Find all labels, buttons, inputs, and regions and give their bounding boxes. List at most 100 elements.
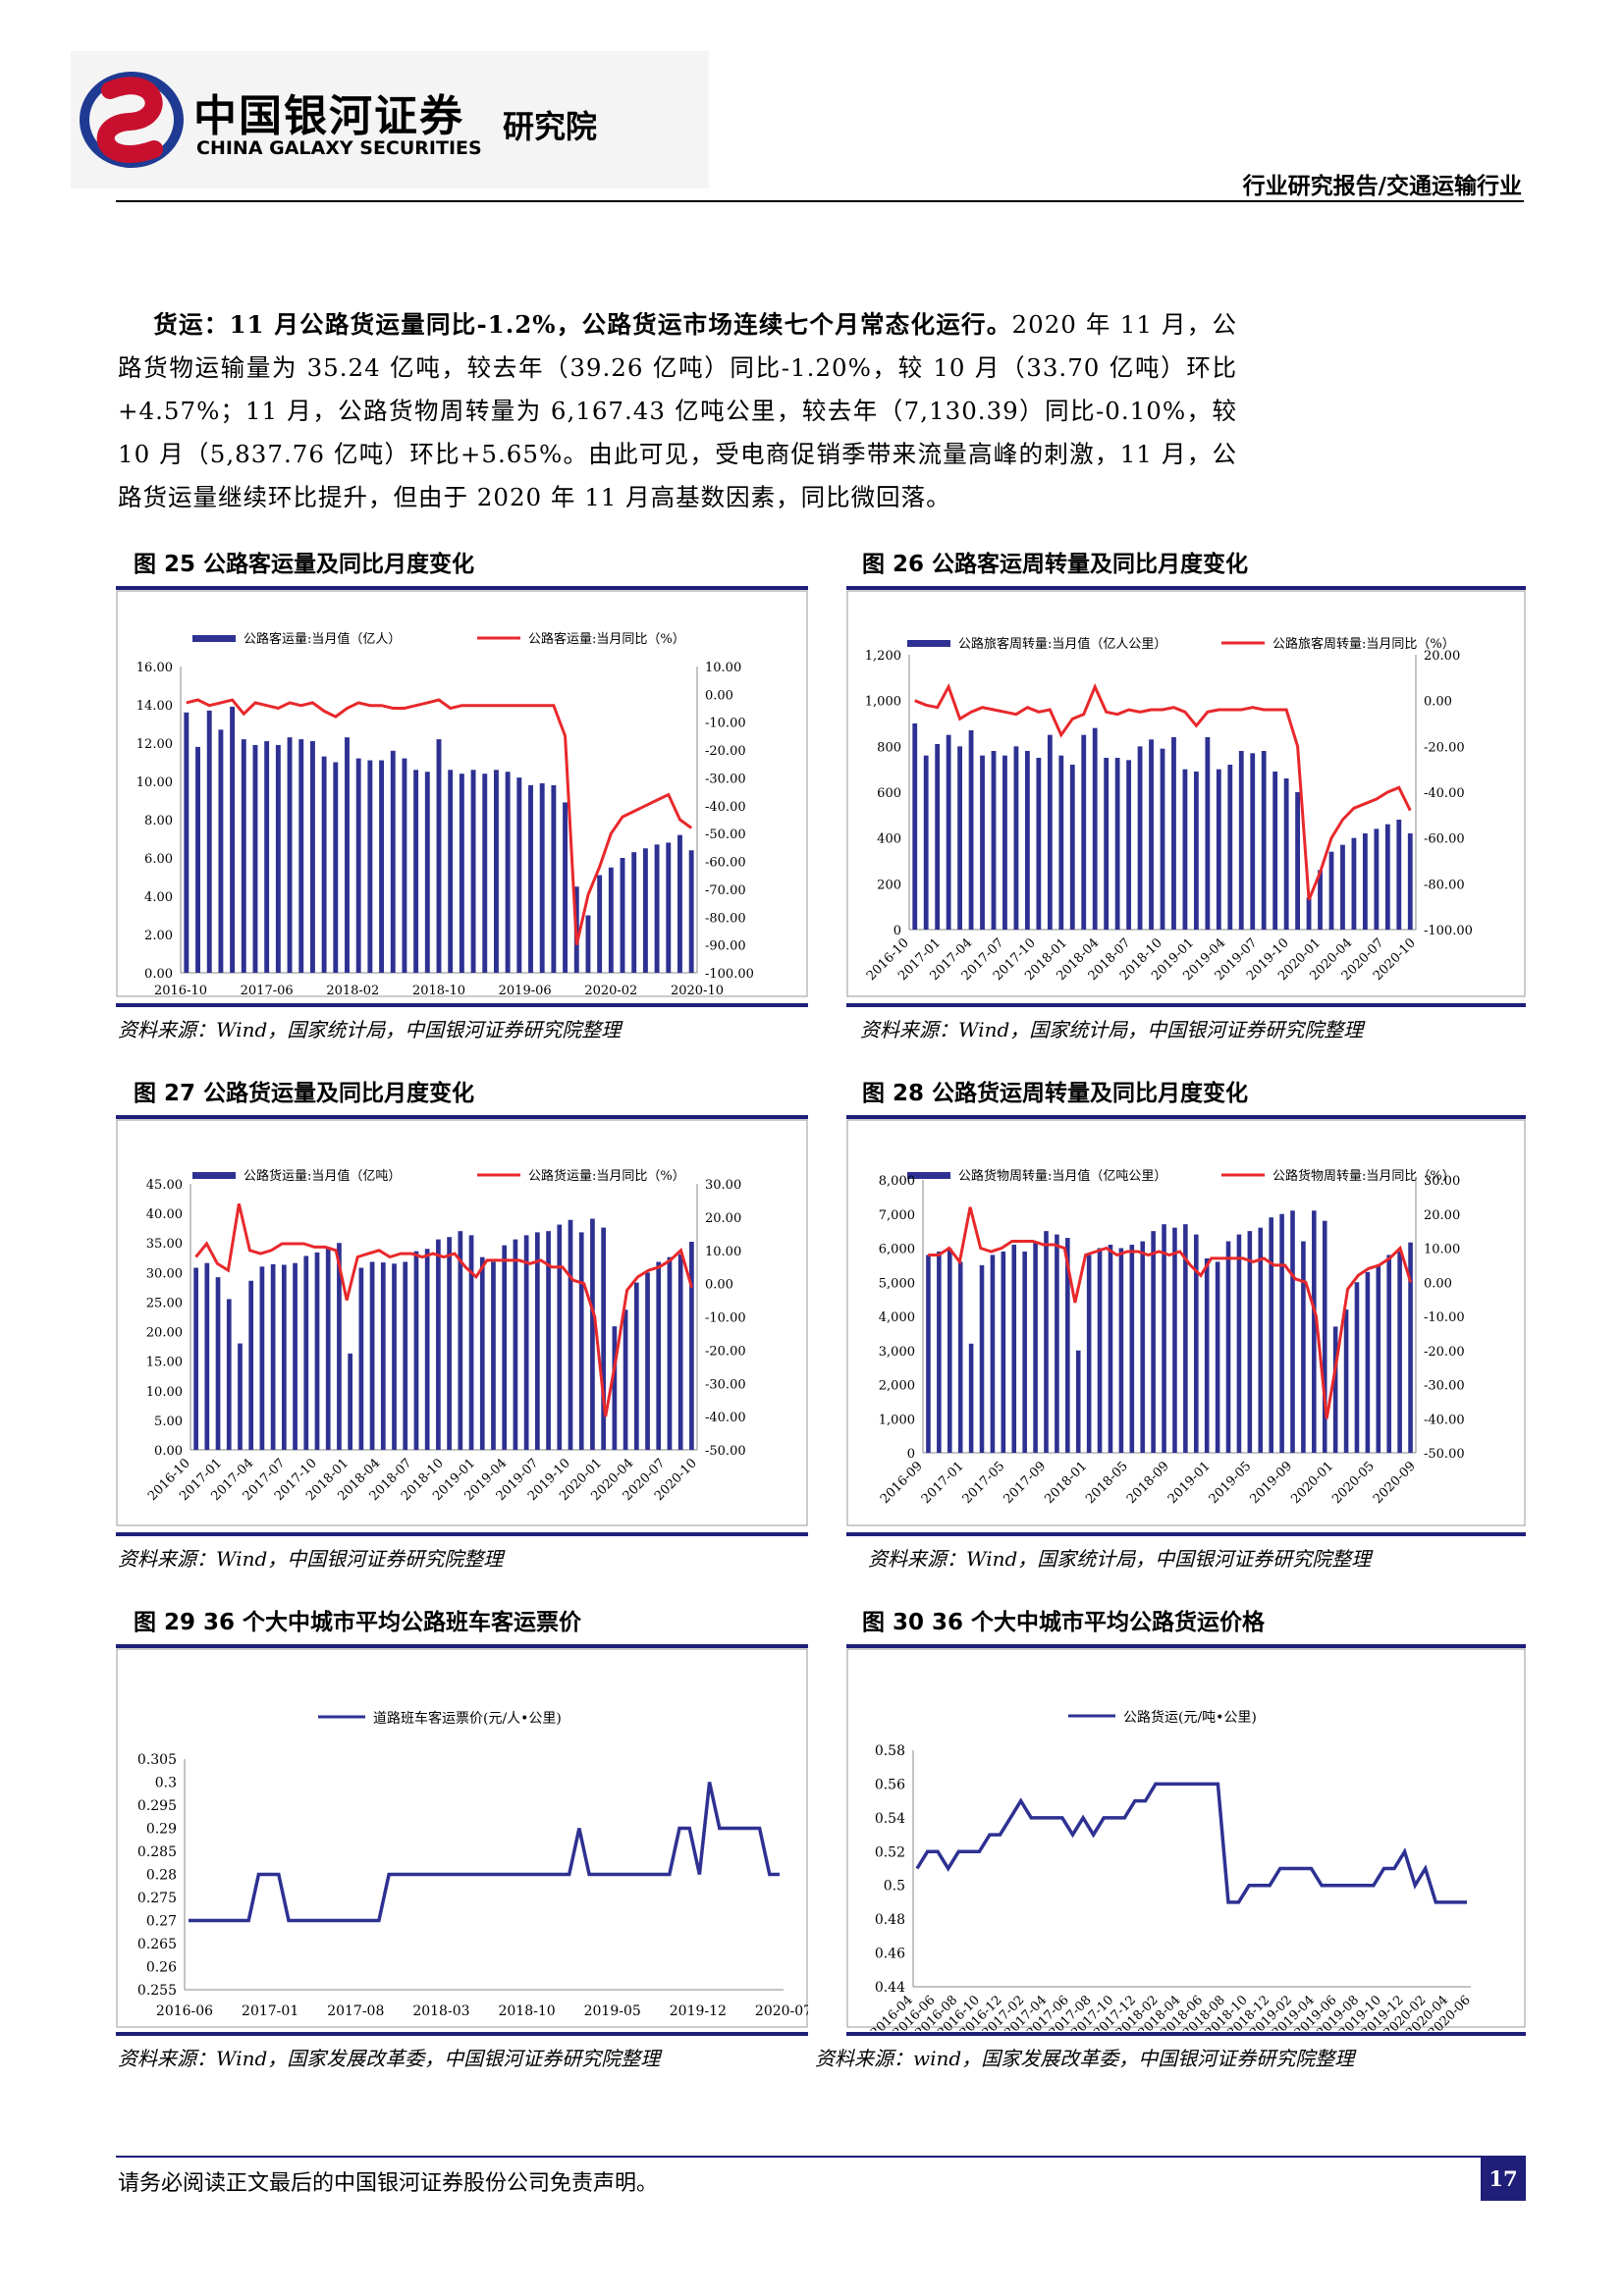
bar	[193, 1267, 198, 1450]
bar	[314, 1252, 320, 1450]
bar	[1086, 1255, 1092, 1453]
y2-tick-label: 20.00	[1424, 649, 1460, 664]
y2-tick-label: -70.00	[705, 883, 746, 898]
x-tick-label: 2019-05	[584, 2003, 641, 2019]
y-tick-label: 5,000	[879, 1276, 915, 1291]
source-rule	[846, 1532, 1526, 1536]
bar	[1204, 1257, 1210, 1453]
y2-tick-label: 30.00	[705, 1178, 741, 1193]
bar	[1225, 1241, 1231, 1453]
y-tick-label: 0.48	[875, 1912, 905, 1928]
x-tick-label: 2017-09	[1001, 1459, 1050, 1507]
bar	[1149, 739, 1154, 930]
bar	[1283, 778, 1289, 930]
source-rule	[846, 1003, 1526, 1007]
y-tick-label: 0	[907, 1447, 915, 1462]
bar	[491, 1261, 496, 1450]
x-tick-label: 2019-06	[499, 984, 552, 998]
bar	[1269, 1217, 1273, 1453]
bar	[689, 1242, 694, 1450]
y2-tick-label: -80.00	[705, 911, 746, 926]
bar	[402, 758, 407, 973]
bar	[1162, 1224, 1166, 1453]
bar	[287, 737, 293, 973]
y-tick-label: 0.56	[875, 1777, 905, 1792]
bar	[1058, 755, 1064, 930]
x-tick-label: 2019-05	[1207, 1459, 1255, 1507]
bar	[656, 1261, 662, 1450]
figure-title: 图 28 公路货运周转量及同比月度变化	[862, 1081, 1249, 1106]
bar	[206, 710, 212, 973]
bar	[677, 834, 682, 973]
source-rule	[116, 1532, 808, 1536]
bar	[459, 774, 464, 973]
bar	[623, 1309, 628, 1450]
figure-25: 图 25 公路客运量及同比月度变化 公路客运量:当月值（亿人） 公路客运量:当月同…	[116, 545, 808, 1041]
bar	[1172, 1227, 1177, 1453]
bar	[1258, 1227, 1264, 1453]
bar	[1205, 737, 1211, 930]
y2-tick-label: -30.00	[705, 1377, 746, 1392]
yoy-series-line	[928, 1206, 1413, 1419]
bar	[1279, 1213, 1284, 1453]
bar	[578, 1232, 584, 1450]
bar	[238, 1343, 243, 1450]
bar	[620, 858, 625, 973]
y-tick-label: 40.00	[146, 1207, 183, 1222]
bar	[226, 1299, 232, 1450]
y-tick-label: 0.5	[884, 1879, 905, 1895]
y-tick-label: 800	[877, 740, 901, 755]
chart-passenger-turnover: 公路旅客周转量:当月值（亿人公里） 公路旅客周转量:当月同比（%） 1,200 1,0…	[846, 590, 1526, 997]
y-tick-label: 400	[877, 832, 901, 847]
figure-28: 图 28 公路货运周转量及同比月度变化 公路货物周转量:当月值（亿吨公里） 公路货…	[846, 1074, 1526, 1571]
y2-tick-label: 0.00	[1424, 1276, 1452, 1291]
yoy-series-line	[194, 1202, 693, 1417]
y2-tick-label: -40.00	[705, 1411, 746, 1425]
y-tick-label: 8.00	[144, 814, 173, 828]
x-tick-label: 2020-07	[755, 2003, 808, 2019]
figure-source: 资料来源：wind，国家发展改革委，中国银河证券研究院整理	[815, 2047, 1355, 2070]
bar	[1140, 1241, 1146, 1453]
legend-bar-swatch	[907, 640, 950, 647]
y-tick-label: 0.255	[137, 1983, 177, 1999]
source-rule	[116, 1003, 808, 1007]
bar	[667, 1256, 673, 1450]
bar	[968, 1343, 974, 1453]
bar	[337, 1243, 342, 1450]
y-tick-label: 12.00	[136, 737, 173, 752]
bar	[1343, 1309, 1349, 1453]
bar	[608, 867, 614, 973]
y2-tick-label: -50.00	[1424, 1447, 1465, 1462]
bar	[990, 1255, 996, 1453]
legend-line-label: 道路班车客运票价(元/人•公里)	[373, 1710, 562, 1727]
bar	[1036, 758, 1042, 930]
bar	[215, 1277, 221, 1450]
company-cn: 中国银河证券	[193, 91, 464, 141]
bar	[369, 1261, 375, 1450]
price-series-line	[189, 1782, 780, 1923]
bar	[926, 1255, 931, 1453]
figure-source: 资料来源：Wind，国家统计局，中国银河证券研究院整理	[860, 1018, 1364, 1041]
bar	[1011, 1245, 1017, 1453]
y-tick-label: 1,000	[879, 1413, 915, 1427]
y2-tick-label: -20.00	[705, 1344, 746, 1359]
bar	[1129, 1245, 1135, 1453]
chart-frame	[846, 1119, 1526, 1526]
bar	[528, 784, 533, 973]
y-tick-label: 15.00	[146, 1356, 183, 1370]
bar	[252, 744, 258, 973]
bar	[1261, 751, 1267, 930]
y2-tick-label: 10.00	[1424, 1243, 1460, 1257]
bar	[1328, 851, 1334, 930]
y-tick-label: 2,000	[879, 1379, 915, 1394]
y-tick-label: 2.00	[144, 929, 173, 943]
title-rule	[846, 1115, 1526, 1119]
y-tick-label: 45.00	[146, 1178, 183, 1193]
bar	[1376, 1264, 1381, 1453]
bar	[568, 1219, 573, 1450]
bar	[1033, 1241, 1038, 1453]
yoy-series-line	[186, 698, 693, 945]
bar	[355, 758, 361, 973]
source-rule	[846, 2032, 1526, 2036]
x-tick-label: 2016-09	[878, 1459, 926, 1507]
